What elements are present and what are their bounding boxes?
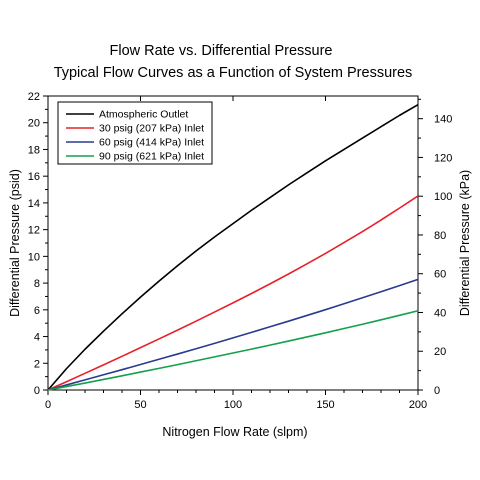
y2-tick-label: 100 <box>434 191 452 203</box>
y2-tick-label: 80 <box>434 230 446 242</box>
y2-tick-label: 140 <box>434 114 452 126</box>
y-axis-label-left: Differential Pressure (psid) <box>8 169 22 317</box>
y-tick-label: 8 <box>34 278 40 290</box>
y-tick-label: 16 <box>28 171 40 183</box>
y-tick-label: 0 <box>34 385 40 397</box>
legend: Atmospheric Outlet 30 psig (207 kPa) Inle… <box>57 101 213 165</box>
y-tick-label: 22 <box>28 91 40 103</box>
legend-label: 60 psig (414 kPa) Inlet <box>99 137 204 149</box>
y-tick-label: 6 <box>34 305 40 317</box>
y-axis-right: 0 20 40 60 80 100 120 140 <box>418 98 452 397</box>
series-line-4 <box>47 309 419 391</box>
y2-tick-label: 20 <box>434 346 446 358</box>
x-axis-label: Nitrogen Flow Rate (slpm) <box>162 425 307 439</box>
legend-label: 90 psig (621 kPa) Inlet <box>99 151 204 163</box>
x-axis: 0 50 100 150 200 <box>45 96 427 411</box>
y-tick-label: 12 <box>28 225 40 237</box>
y-tick-label: 2 <box>34 358 40 370</box>
series-line-2 <box>47 195 419 391</box>
y2-tick-label: 0 <box>434 385 440 397</box>
series-line-3 <box>47 278 419 391</box>
y2-tick-label: 120 <box>434 152 452 164</box>
y2-tick-label: 60 <box>434 269 446 281</box>
y-axis-left: 0 2 4 6 8 10 12 14 16 18 20 22 <box>28 91 48 397</box>
legend-label: 30 psig (207 kPa) Inlet <box>99 123 204 135</box>
x-tick-label: 0 <box>45 399 51 411</box>
legend-box <box>57 101 213 165</box>
chart-subtitle: Typical Flow Curves as a Function of Sys… <box>54 65 413 81</box>
y-tick-label: 14 <box>28 198 40 210</box>
x-tick-label: 50 <box>134 399 146 411</box>
x-tick-label: 150 <box>316 399 334 411</box>
chart-title: Flow Rate vs. Differential Pressure <box>110 43 333 59</box>
y2-tick-label: 40 <box>434 307 446 319</box>
x-tick-label: 100 <box>224 399 242 411</box>
y-tick-label: 4 <box>34 332 40 344</box>
y-tick-label: 18 <box>28 144 40 156</box>
series-line-1 <box>47 103 419 391</box>
x-tick-label: 200 <box>409 399 427 411</box>
y-tick-label: 10 <box>28 251 40 263</box>
y-axis-label-right: Differential Pressure (kPa) <box>458 170 472 316</box>
series-layer <box>47 103 419 391</box>
legend-label: Atmospheric Outlet <box>99 109 188 121</box>
y-tick-label: 20 <box>28 118 40 130</box>
